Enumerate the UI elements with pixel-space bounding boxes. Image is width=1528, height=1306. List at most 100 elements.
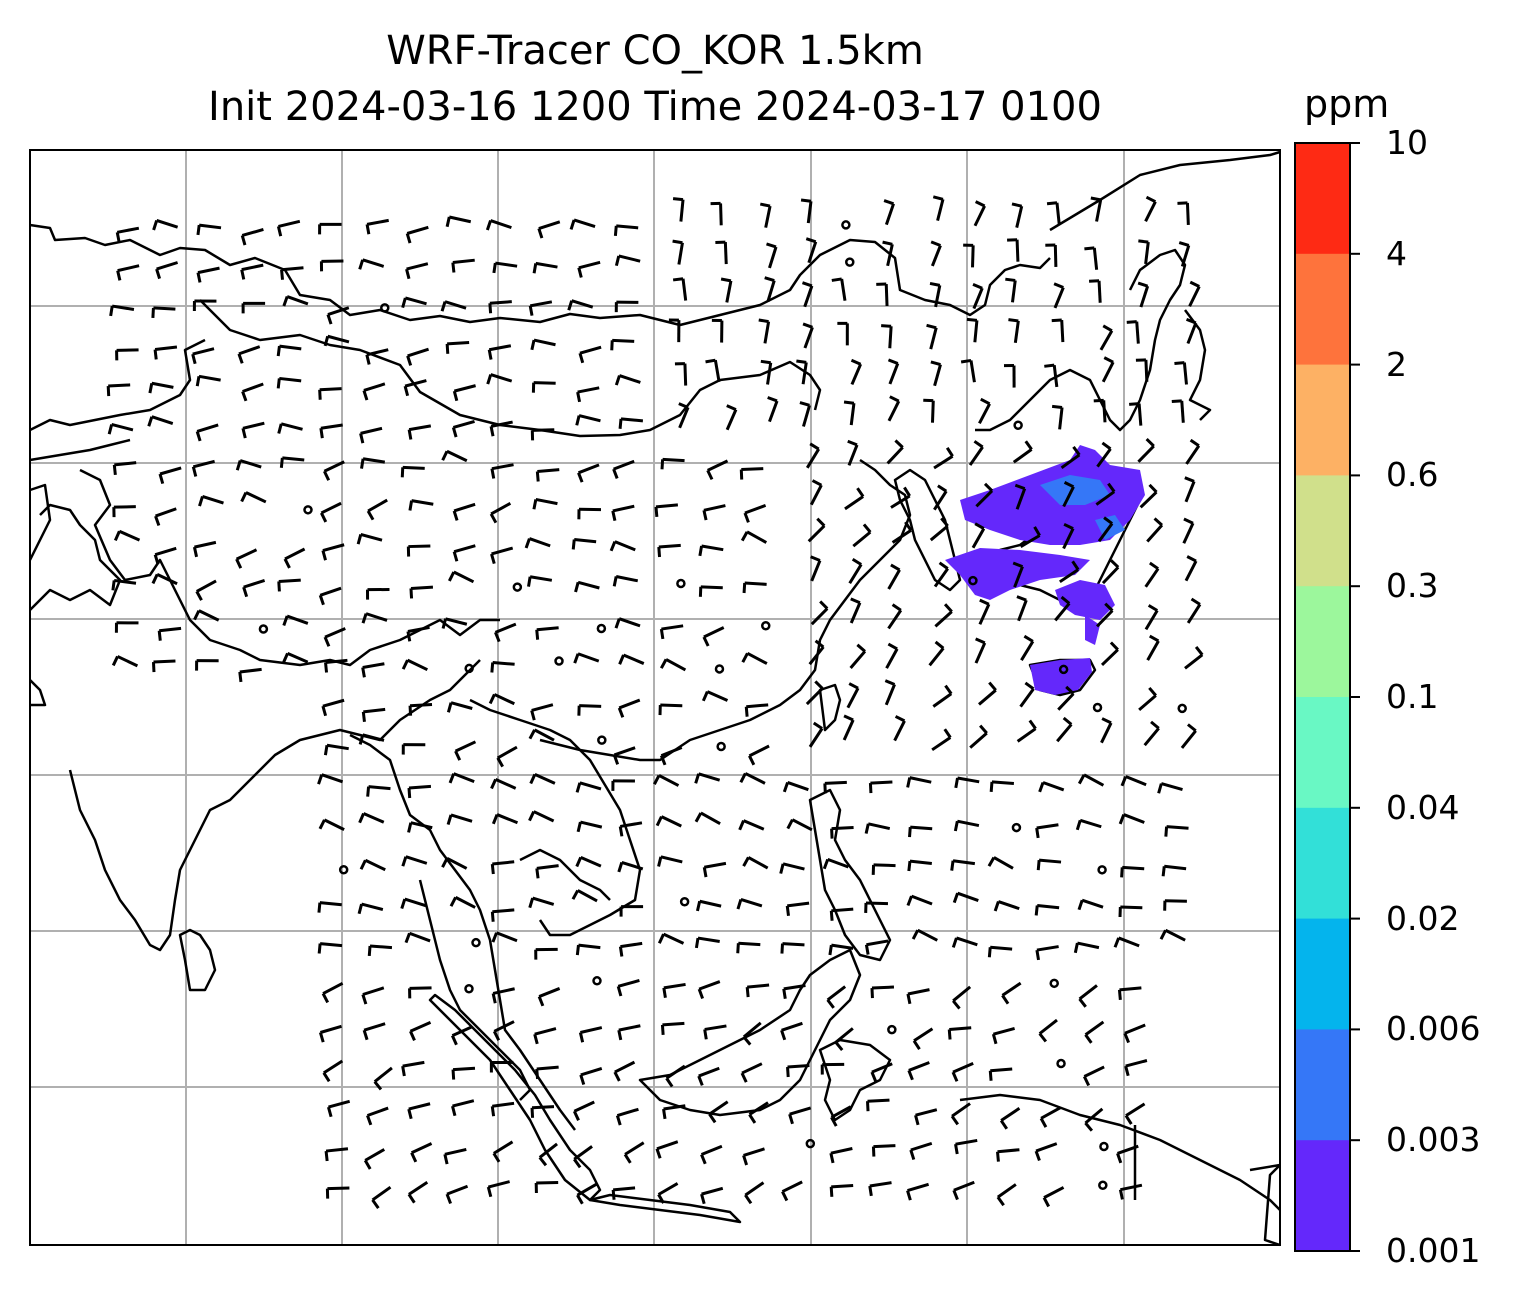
wind-barb [866,1098,890,1112]
wind-barb [155,261,179,280]
wind-barb [848,557,863,585]
wind-barb [657,855,683,867]
wind-barb [362,1022,386,1041]
wind-barb [932,195,945,222]
wind-barb [575,414,601,426]
wind-barb [491,813,519,825]
wind-barb [781,1180,803,1202]
wind-barb [672,197,685,222]
wind-barb [743,503,767,523]
wind-barb [488,693,515,706]
wind-barb [653,774,680,787]
wind-barb [492,1140,514,1163]
wind-barb [282,295,309,307]
calm-wind-marker [968,575,978,586]
wind-barb [324,1147,349,1162]
wind-barb [282,614,309,626]
wind-barb [725,404,738,431]
wind-barb [113,529,141,542]
plume-area [945,548,1090,600]
wind-barb [490,908,515,922]
wind-barb [612,746,636,765]
plume-area [1030,658,1092,695]
wind-barb [400,897,427,910]
wind-barb [1045,243,1058,268]
wind-barb [830,1105,852,1127]
wind-barb [1016,719,1037,743]
wind-barb [1163,899,1187,911]
wind-barb [660,1021,685,1036]
wind-barb [1060,445,1081,470]
wind-barb [893,715,906,742]
wind-barb [114,621,139,633]
wind-barb [360,457,386,469]
wind-barb [1118,813,1145,825]
wind-barb [1056,716,1073,743]
wind-barb [1099,324,1114,351]
wind-barb [451,419,475,438]
wind-barb [400,465,425,478]
wind-barb [1051,404,1064,430]
wind-barb [283,547,306,569]
wind-barb [820,1062,845,1075]
wind-barb [694,811,721,825]
wind-barb [780,942,805,954]
wind-barb [780,1021,803,1041]
wind-barb [907,859,932,872]
wind-barb [662,982,686,998]
wind-barb [993,900,1020,912]
calm-wind-marker [676,578,686,589]
colorbar-segment [1295,143,1350,255]
wind-barb [531,381,556,393]
colorbar-tick-label: 0.1 [1386,677,1439,716]
wind-barb [906,776,932,788]
wind-barb [885,642,899,669]
wind-barb [906,988,930,1005]
wind-barb [323,334,350,347]
wind-barb [441,856,468,870]
wind-barb [1184,645,1204,670]
wind-barb [884,679,896,706]
colorbar-segment [1295,1029,1350,1141]
wind-barb [1101,559,1120,585]
wind-barb [891,521,913,544]
wind-barb [1053,282,1065,309]
wind-barb [196,223,222,236]
wind-barb [697,980,721,1000]
wind-barb [1180,723,1197,749]
wind-barb [446,701,473,713]
wind-barb [1078,984,1098,1008]
wind-barb [807,517,826,543]
wind-barb [1003,364,1016,388]
wind-barb [489,502,512,524]
wind-barb [1144,561,1160,588]
wind-barb [616,979,640,997]
calm-wind-marker [1056,1058,1066,1069]
wind-barb [623,1141,645,1164]
wind-barb [883,199,895,226]
wind-barb [192,299,217,312]
wind-barb [987,945,1013,958]
wind-barb [1157,782,1183,794]
wind-barb [454,740,477,761]
wind-barb [931,728,952,752]
wind-barb [535,1065,559,1080]
wind-barb [318,387,342,400]
wind-barb [448,772,475,784]
wind-barb [739,467,764,480]
plume-area [1055,580,1115,620]
wind-barb [1034,1142,1058,1161]
wind-barb [405,225,429,244]
wind-barb [489,420,513,437]
wind-barb [870,985,895,999]
wind-barb [361,986,385,1005]
wind-barb [1159,928,1186,942]
wind-barb [407,1102,431,1120]
wind-barb [951,1062,974,1082]
calm-wind-marker [464,983,474,994]
wind-barb [711,318,724,343]
wind-barb [720,277,733,303]
map-title-line-1: WRF-Tracer CO_KOR 1.5km [386,28,924,74]
plume-core [1040,475,1110,505]
wind-barb [736,898,763,910]
